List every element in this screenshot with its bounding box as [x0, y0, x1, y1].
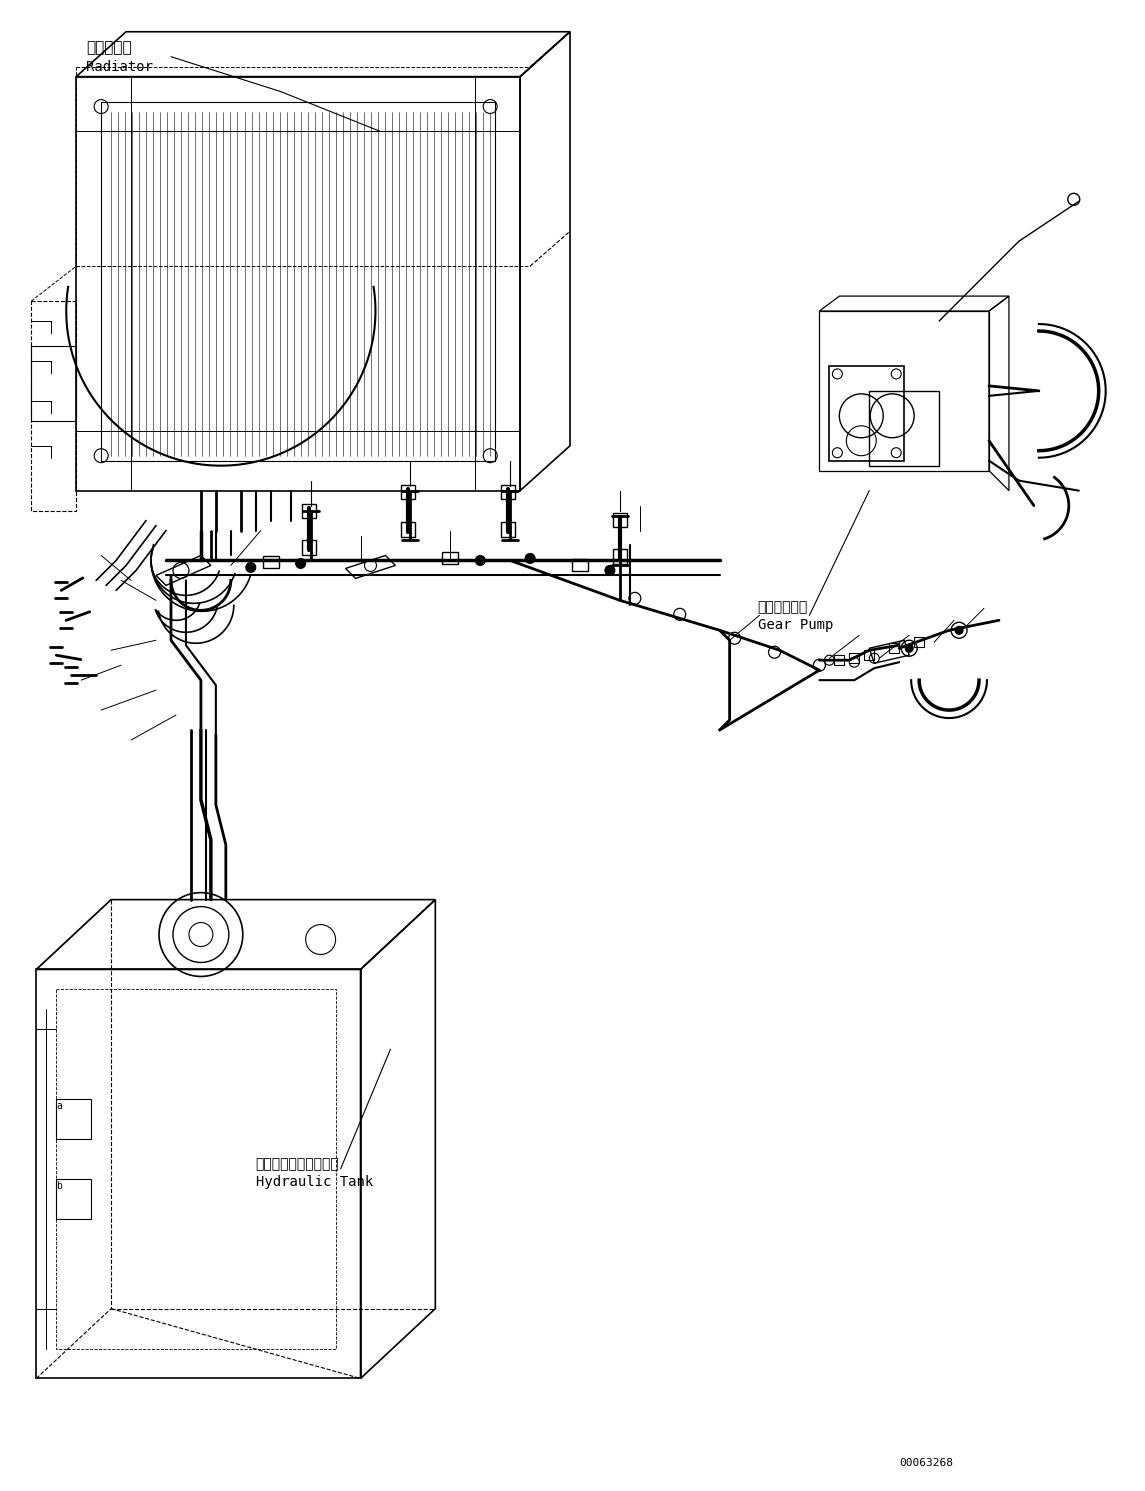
Text: Radiator: Radiator — [86, 60, 153, 73]
Text: Hydraulic Tank: Hydraulic Tank — [255, 1175, 373, 1188]
Bar — [864, 650, 875, 661]
Text: b: b — [56, 1181, 62, 1191]
Text: a: a — [56, 1102, 62, 1111]
Circle shape — [295, 559, 306, 568]
Bar — [56, 990, 335, 1348]
Text: 00063268: 00063268 — [899, 1458, 953, 1469]
Circle shape — [605, 565, 615, 576]
Bar — [56, 1099, 92, 1139]
Bar — [835, 655, 844, 665]
Circle shape — [906, 644, 914, 652]
Text: ラジエータ: ラジエータ — [86, 40, 132, 55]
Text: ギャーポンプ: ギャーポンプ — [758, 601, 808, 614]
Circle shape — [955, 626, 963, 634]
Bar — [850, 653, 859, 663]
Bar — [572, 559, 589, 571]
Circle shape — [526, 553, 535, 564]
Bar — [914, 637, 924, 647]
Bar — [262, 556, 278, 568]
Text: ハイドロリックタンク: ハイドロリックタンク — [255, 1157, 340, 1170]
Text: Gear Pump: Gear Pump — [758, 619, 832, 632]
Circle shape — [475, 556, 485, 565]
Bar — [442, 553, 458, 565]
Bar — [890, 643, 899, 653]
Bar — [56, 1179, 92, 1218]
Circle shape — [246, 562, 255, 573]
